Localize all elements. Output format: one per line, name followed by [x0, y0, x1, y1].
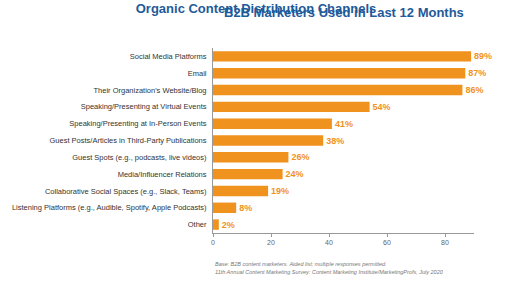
svg-text:Organic Content Distribution C: Organic Content Distribution Channels: [136, 1, 377, 16]
svg-text:Base: B2B content marketers. A: Base: B2B content marketers. Aided list;…: [215, 261, 387, 267]
svg-text:20: 20: [267, 239, 275, 246]
svg-text:54%: 54%: [373, 102, 391, 112]
svg-text:Social Media Platforms: Social Media Platforms: [130, 52, 207, 61]
svg-text:86%: 86%: [465, 85, 483, 95]
svg-text:Their Organization's Website/B: Their Organization's Website/Blog: [93, 86, 206, 95]
svg-text:24%: 24%: [286, 169, 304, 179]
svg-text:Guest Spots (e.g., podcasts, l: Guest Spots (e.g., podcasts, live videos…: [72, 153, 207, 162]
svg-text:Email: Email: [188, 69, 207, 78]
svg-text:Other: Other: [188, 220, 207, 229]
svg-text:Guest Posts/Articles in Third-: Guest Posts/Articles in Third-Party Publ…: [49, 136, 206, 145]
svg-text:Media/Influencer Relations: Media/Influencer Relations: [118, 170, 207, 179]
svg-text:60: 60: [383, 239, 391, 246]
svg-text:8%: 8%: [239, 203, 252, 213]
svg-text:87%: 87%: [468, 68, 486, 78]
svg-text:41%: 41%: [335, 119, 353, 129]
svg-text:89%: 89%: [474, 51, 492, 61]
svg-text:B2B Marketers Used in Last 12: B2B Marketers Used in Last 12 Months: [224, 5, 464, 20]
svg-text:11th Annual Content Marketing: 11th Annual Content Marketing Survey: Co…: [215, 269, 444, 275]
svg-text:Speaking/Presenting at In-Pers: Speaking/Presenting at In-Person Events: [69, 119, 206, 128]
svg-text:40: 40: [325, 239, 333, 246]
svg-text:Listening Platforms (e.g., Aud: Listening Platforms (e.g., Audible, Spot…: [12, 203, 207, 212]
svg-text:26%: 26%: [291, 152, 309, 162]
svg-text:2%: 2%: [222, 220, 235, 230]
svg-text:Collaborative Social Spaces (e: Collaborative Social Spaces (e.g., Slack…: [45, 187, 207, 196]
svg-text:19%: 19%: [271, 186, 289, 196]
svg-text:80: 80: [441, 239, 449, 246]
svg-text:38%: 38%: [326, 136, 344, 146]
svg-text:Speaking/Presenting at Virtual: Speaking/Presenting at Virtual Events: [81, 102, 207, 111]
svg-text:0: 0: [211, 239, 215, 246]
